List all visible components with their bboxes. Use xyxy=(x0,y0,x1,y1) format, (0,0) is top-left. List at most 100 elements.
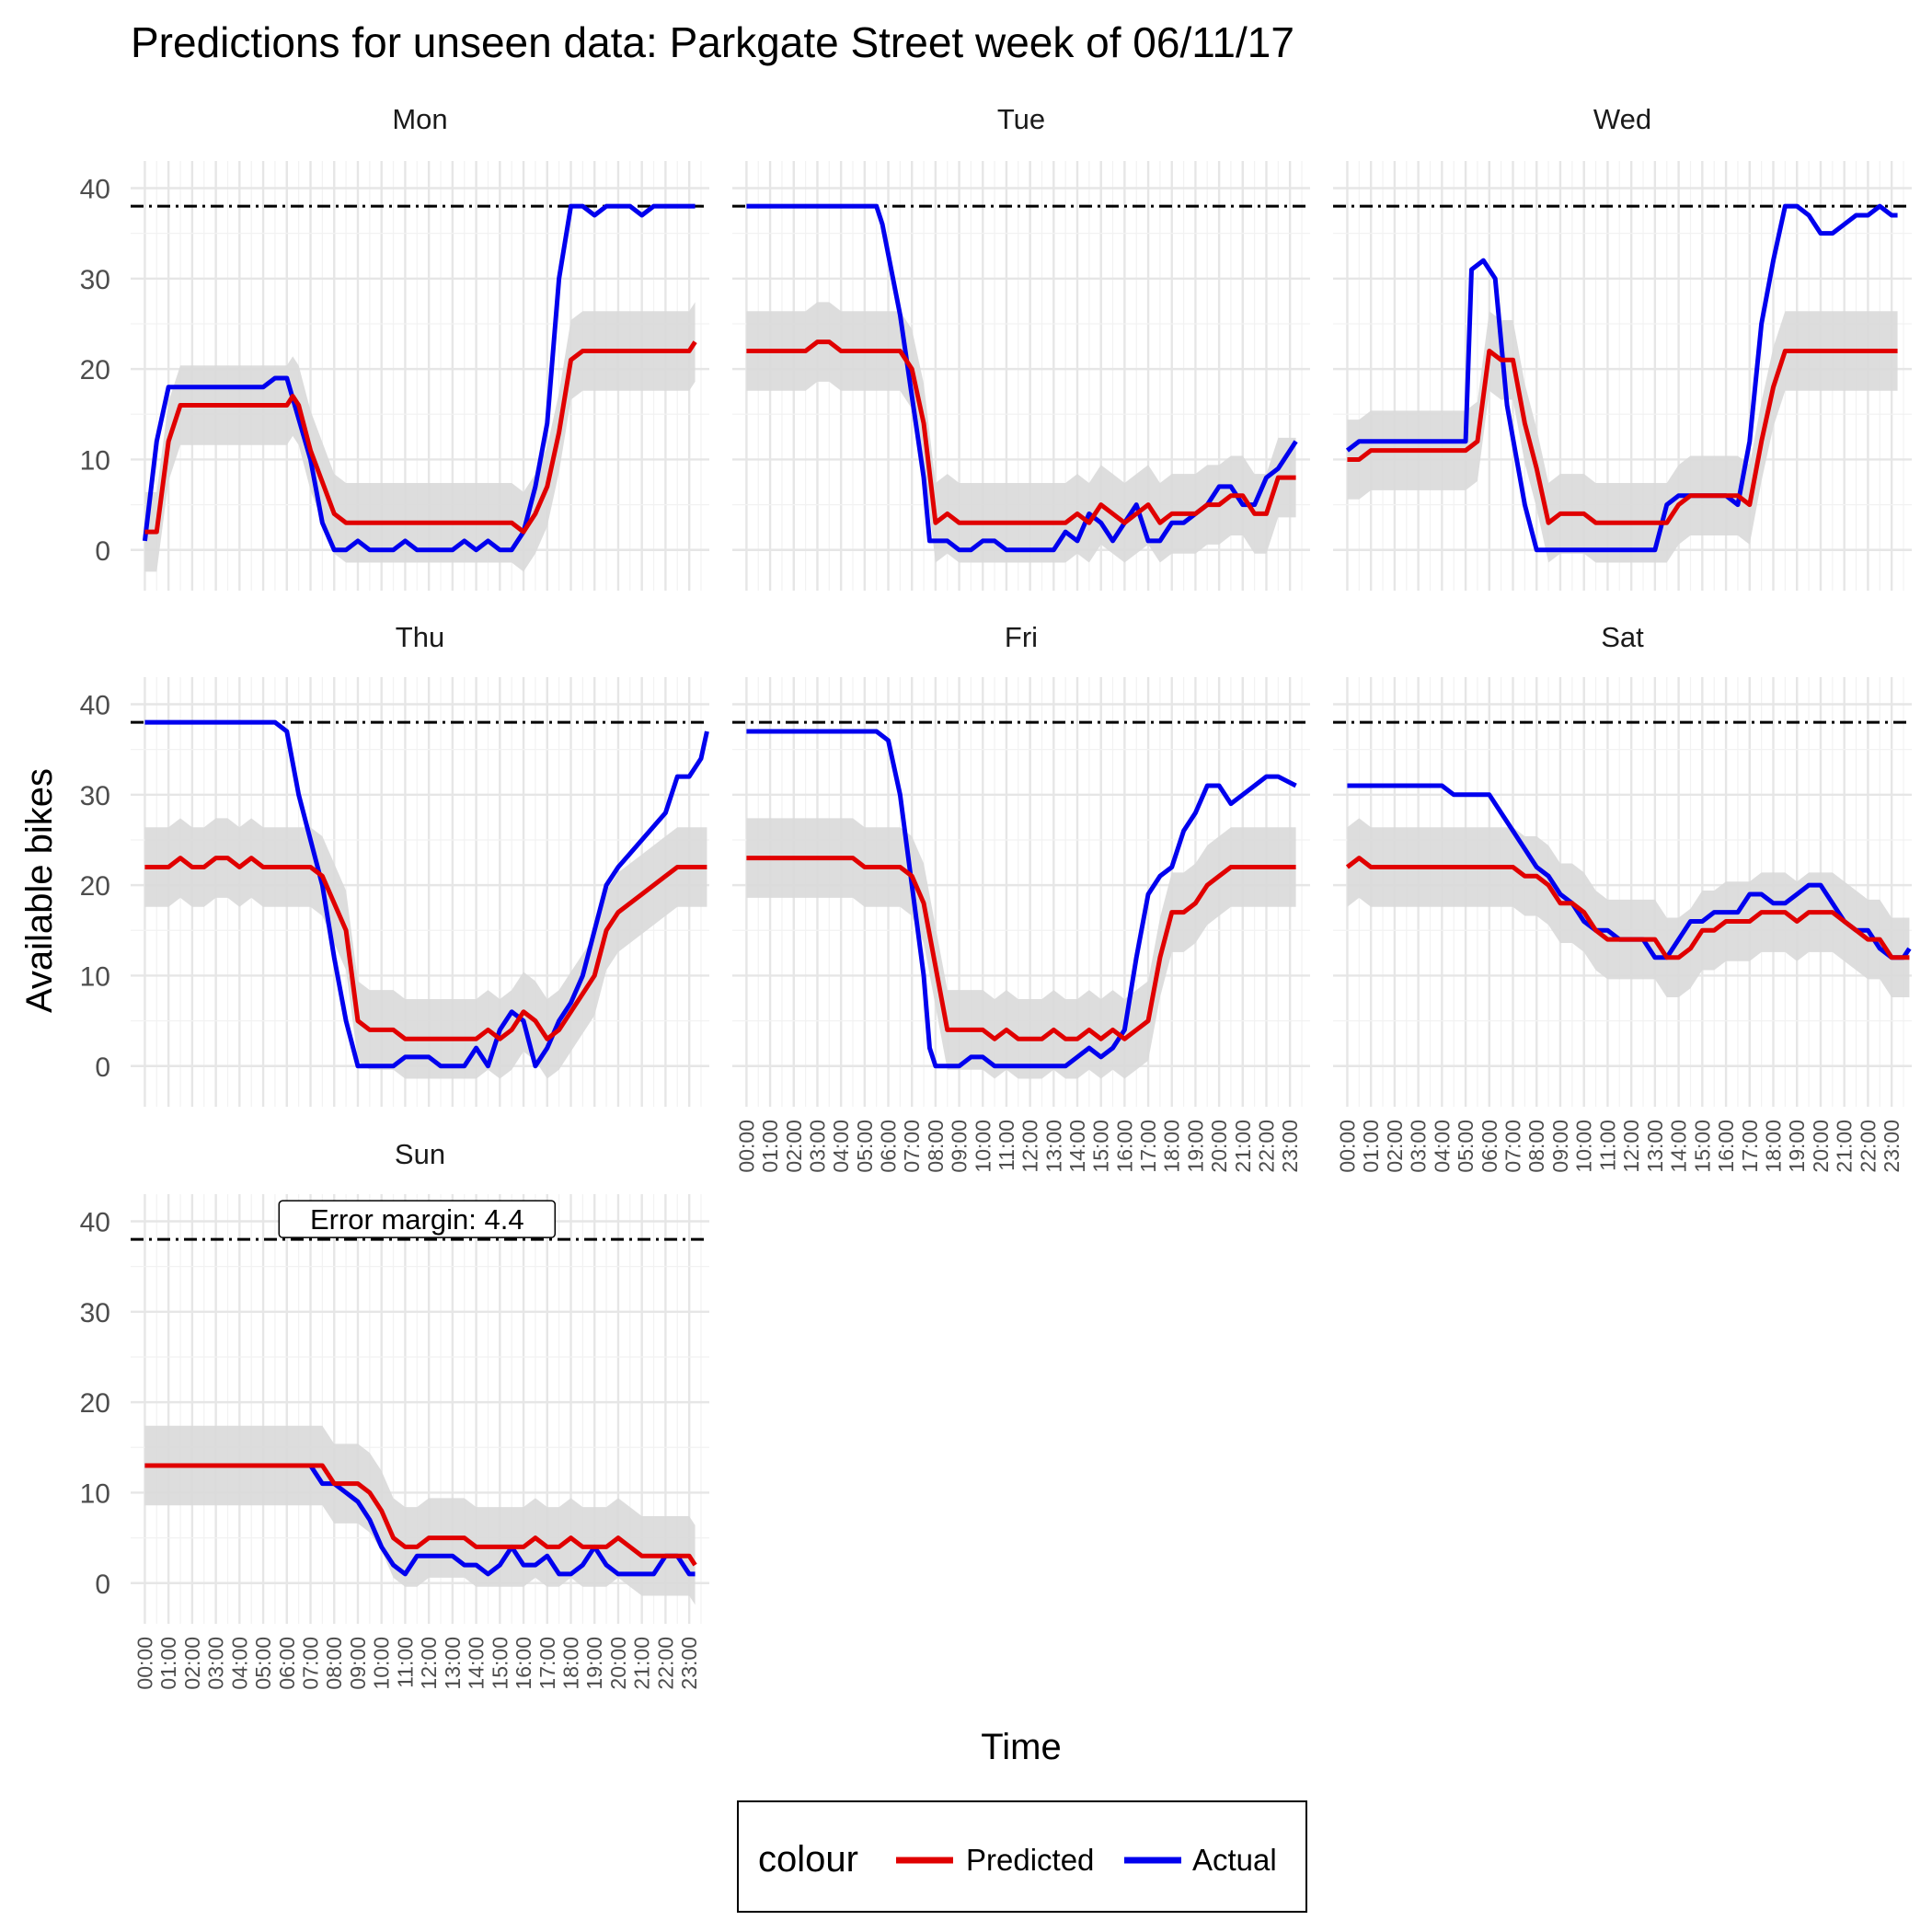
error-band xyxy=(1347,818,1910,998)
panel-sun: Sun 0 10 20 30 40 00:00 01:00 02:00 03:00 04:00 05:… xyxy=(80,1138,709,1690)
y-tick-label: 40 xyxy=(80,1207,110,1237)
y-tick-label: 40 xyxy=(80,174,110,204)
x-tick-label: 16:00 xyxy=(512,1637,535,1690)
x-tick-label: 12:00 xyxy=(1018,1120,1042,1173)
x-tick-label: 01:00 xyxy=(156,1637,180,1690)
x-tick-label: 05:00 xyxy=(251,1637,275,1690)
x-tick-label: 00:00 xyxy=(1335,1120,1359,1173)
x-tick-label: 20:00 xyxy=(606,1637,630,1690)
y-tick-label: 10 xyxy=(80,1478,110,1509)
x-tick-label: 12:00 xyxy=(1619,1120,1643,1173)
legend-label-actual: Actual xyxy=(1192,1843,1277,1877)
series-predicted-line xyxy=(1347,348,1898,525)
y-tick-label: 10 xyxy=(80,961,110,992)
series-predicted-line xyxy=(144,1463,697,1567)
panel-mon: Mon 0 10 20 30 40 xyxy=(80,103,709,591)
x-tick-label: 22:00 xyxy=(1254,1120,1278,1173)
series-actual-line xyxy=(144,719,709,1069)
x-tick-label: 05:00 xyxy=(853,1120,877,1173)
x-tick-label: 17:00 xyxy=(1136,1120,1160,1173)
series-actual-line xyxy=(746,203,1298,553)
x-tick-label: 01:00 xyxy=(1359,1120,1383,1173)
x-tick-label: 04:00 xyxy=(227,1637,251,1690)
x-tick-label: 09:00 xyxy=(1548,1120,1572,1173)
x-axis-title: Time xyxy=(981,1727,1061,1767)
x-tick-label: 15:00 xyxy=(488,1637,512,1690)
x-tick-label: 11:00 xyxy=(1595,1120,1619,1171)
x-tick-label: 15:00 xyxy=(1690,1120,1714,1173)
x-tick-label: 00:00 xyxy=(734,1120,758,1173)
y-tick-label: 10 xyxy=(80,445,110,476)
legend-box xyxy=(737,1800,1307,1913)
x-tick-label: 08:00 xyxy=(924,1120,948,1173)
x-tick-label: 02:00 xyxy=(1383,1120,1407,1173)
annotation-label: Error margin: 4.4 xyxy=(310,1203,524,1236)
error-band xyxy=(144,302,696,572)
series-predicted-line xyxy=(746,339,1296,525)
x-tick-label: 04:00 xyxy=(829,1120,853,1173)
x-tick-label: 23:00 xyxy=(1880,1120,1903,1173)
y-tick-label: 20 xyxy=(80,355,110,385)
y-axis-title: Available bikes xyxy=(19,768,60,1013)
panel-wed: Wed xyxy=(1333,103,1912,591)
x-tick-label: 11:00 xyxy=(393,1637,417,1688)
x-tick-label: 20:00 xyxy=(1207,1120,1231,1173)
x-tick-label: 03:00 xyxy=(805,1120,829,1173)
strip-label: Sun xyxy=(395,1138,445,1170)
x-tick-label: 12:00 xyxy=(417,1637,441,1690)
y-tick-label: 0 xyxy=(95,1570,110,1600)
x-tick-label: 16:00 xyxy=(1714,1120,1738,1173)
x-tick-label: 02:00 xyxy=(180,1637,204,1690)
x-tick-label: 18:00 xyxy=(1160,1120,1184,1173)
panel-thu: Thu 0 10 20 30 40 xyxy=(80,621,709,1107)
strip-label: Tue xyxy=(997,103,1045,135)
x-tick-label: 05:00 xyxy=(1454,1120,1478,1173)
x-tick-label: 13:00 xyxy=(441,1637,465,1690)
annotation-box xyxy=(278,1200,557,1238)
x-tick-label: 17:00 xyxy=(1738,1120,1762,1173)
x-tick-label: 14:00 xyxy=(1065,1120,1089,1173)
panel-tue: Tue xyxy=(732,103,1310,591)
series-predicted-line xyxy=(746,856,1296,1041)
legend: colour Predicted Actual xyxy=(737,1800,1307,1913)
x-tick-label: 22:00 xyxy=(653,1637,677,1690)
y-tick-label: 20 xyxy=(80,1388,110,1419)
x-tick-label: 08:00 xyxy=(322,1637,346,1690)
x-tick-label: 21:00 xyxy=(630,1637,654,1690)
legend-title: colour xyxy=(758,1839,858,1880)
strip-label: Fri xyxy=(1005,621,1038,653)
x-tick-label: 06:00 xyxy=(275,1637,299,1690)
series-predicted-line xyxy=(144,340,697,535)
x-tick-label: 09:00 xyxy=(346,1637,370,1690)
x-tick-label: 10:00 xyxy=(1572,1120,1596,1173)
x-tick-label: 03:00 xyxy=(1407,1120,1431,1173)
series-actual-line xyxy=(1345,203,1898,553)
x-tick-label: 07:00 xyxy=(299,1637,323,1690)
y-tick-label: 0 xyxy=(95,1052,110,1083)
x-tick-label: 19:00 xyxy=(582,1637,606,1690)
series-actual-line xyxy=(144,1463,696,1577)
x-tick-label: 04:00 xyxy=(1430,1120,1454,1173)
x-tick-label: 18:00 xyxy=(1762,1120,1786,1173)
x-tick-label: 14:00 xyxy=(465,1637,489,1690)
x-tick-label: 13:00 xyxy=(1041,1120,1065,1173)
x-tick-label: 17:00 xyxy=(535,1637,559,1690)
x-tick-label: 16:00 xyxy=(1112,1120,1136,1173)
y-tick-label: 30 xyxy=(80,781,110,811)
x-tick-label: 19:00 xyxy=(1183,1120,1207,1173)
x-tick-label: 08:00 xyxy=(1524,1120,1548,1173)
strip-label: Wed xyxy=(1593,103,1651,135)
series-predicted-line xyxy=(1345,856,1910,960)
y-tick-label: 20 xyxy=(80,871,110,902)
error-band xyxy=(746,818,1296,1079)
x-tick-label: 10:00 xyxy=(370,1637,394,1690)
x-tick-label: 09:00 xyxy=(948,1120,972,1173)
series-actual-line xyxy=(142,203,696,553)
panel-sat: Sat 00:00 01:00 02:00 03:00 04:00 05:00 06:00 07… xyxy=(1333,621,1912,1173)
panel-fri: Fri 00:00 01:00 02:00 03:00 04:00 05:00 06:00 07… xyxy=(732,621,1310,1173)
x-tick-label: 06:00 xyxy=(1478,1120,1501,1173)
y-tick-label: 40 xyxy=(80,690,110,720)
legend-label-predicted: Predicted xyxy=(966,1843,1094,1877)
x-tick-label: 13:00 xyxy=(1643,1120,1667,1173)
